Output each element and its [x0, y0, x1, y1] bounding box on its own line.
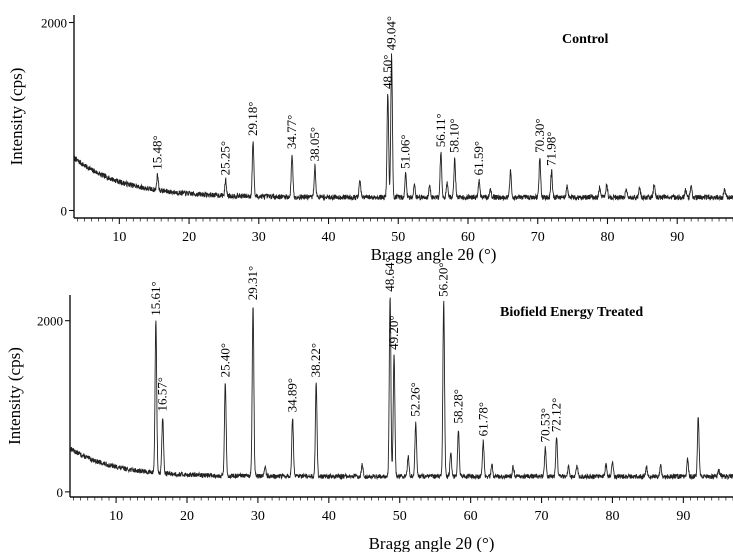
x-axis-label: Bragg angle 2θ (°): [371, 245, 497, 264]
y-tick-label: 2000: [37, 314, 63, 329]
peak-label: 61.78°: [475, 402, 490, 436]
peak-label: 15.61°: [148, 281, 163, 315]
x-tick-label: 50: [391, 230, 405, 245]
peak-label: 34.89°: [285, 378, 300, 412]
peak-label: 29.18°: [245, 101, 260, 135]
peak-label: 56.11°: [433, 113, 448, 147]
x-tick-label: 30: [251, 509, 265, 524]
x-tick-label: 50: [393, 509, 407, 524]
x-tick-label: 10: [109, 509, 123, 524]
peak-label: 49.04°: [384, 16, 399, 50]
peak-label: 70.53°: [537, 408, 552, 442]
x-tick-label: 20: [182, 230, 196, 245]
x-tick-label: 20: [180, 509, 194, 524]
peak-label: 25.40°: [217, 343, 232, 377]
x-tick-label: 80: [600, 230, 614, 245]
y-tick-label: 2000: [41, 16, 67, 31]
x-tick-label: 90: [676, 509, 690, 524]
peak-label: 71.98°: [544, 132, 559, 166]
treated-panel: 10 20 30 40 50 60 70 80 90 0 2000 Biofield Energy …: [5, 257, 733, 552]
peak-label: 15.48°: [150, 135, 165, 169]
panel-label: Biofield Energy Treated: [500, 305, 643, 320]
peak-label: 70.30°: [532, 118, 547, 152]
peak-label: 25.25°: [218, 141, 233, 175]
peak-label: 58.28°: [450, 389, 465, 423]
peak-label: 58.10°: [447, 118, 462, 152]
x-tick-label: 30: [252, 230, 266, 245]
peak-label: 51.06°: [398, 134, 413, 168]
x-tick-label: 70: [531, 230, 545, 245]
x-tick-label: 70: [535, 509, 549, 524]
x-tick-label: 40: [322, 509, 336, 524]
peak-label: 34.77°: [284, 115, 299, 149]
x-tick-label: 80: [605, 509, 619, 524]
peak-label: 61.59°: [471, 141, 486, 175]
x-axis-label: Bragg angle 2θ (°): [369, 534, 495, 552]
control-panel: 10 20 30 40 50 60 70 80 90 0 2000 Control Bragg an…: [7, 15, 733, 264]
peak-label: 49.20°: [386, 315, 401, 349]
peak-label: 16.57°: [155, 377, 170, 411]
x-tick-label: 40: [322, 230, 336, 245]
peak-label: 48.50°: [380, 54, 395, 88]
peak-label: 29.31°: [245, 266, 260, 300]
peak-label: 48.64°: [382, 257, 397, 291]
x-tick-label: 60: [461, 230, 475, 245]
peak-label: 72.12°: [549, 398, 564, 432]
peak-label: 56.20°: [436, 262, 451, 296]
x-tick-label: 60: [464, 509, 478, 524]
treated-diffraction-trace: [69, 297, 733, 481]
y-axis-label: Intensity (cps): [5, 347, 24, 445]
peak-label: 38.22°: [308, 343, 323, 377]
x-tick-label: 90: [670, 230, 684, 245]
x-tick-label: 10: [112, 230, 126, 245]
peak-label: 52.26°: [408, 382, 423, 416]
panel-label: Control: [562, 32, 609, 47]
y-axis-label: Intensity (cps): [7, 68, 26, 166]
peak-label: 38.05°: [307, 127, 322, 161]
y-tick-label: 0: [57, 485, 64, 500]
control-diffraction-trace: [73, 53, 733, 202]
y-tick-label: 0: [61, 203, 68, 218]
